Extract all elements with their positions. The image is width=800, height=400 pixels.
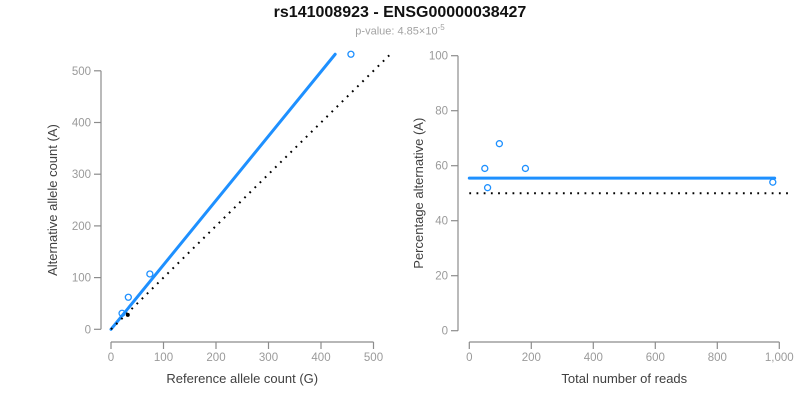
y-tick-label: 0 (442, 326, 448, 338)
pvalue-text: p-value: 4.85×10 (355, 25, 438, 38)
data-point (146, 270, 154, 278)
data-point (521, 164, 530, 173)
fit-line (109, 52, 337, 331)
x-tick-label: 0 (108, 352, 114, 364)
figure-title: rs141008923 - ENSG00000038427 (273, 4, 527, 21)
x-tick-label: 500 (364, 352, 383, 364)
data-point (495, 140, 504, 148)
data-point (124, 293, 132, 301)
y-tick-label: 40 (435, 216, 448, 228)
data-point (483, 184, 492, 192)
x-tick-label: 100 (154, 352, 173, 364)
x-tick-label: 400 (311, 352, 330, 364)
x-tick-label: 0 (466, 352, 472, 364)
y-axis-title: Percentage alternative (A) (411, 118, 426, 269)
x-tick-label: 300 (259, 352, 278, 364)
x-axis-title: Reference allele count (G) (166, 371, 318, 386)
x-axis-title: Total number of reads (561, 371, 687, 386)
data-point (769, 178, 777, 186)
y-tick-label: 0 (85, 324, 91, 336)
figure-subtitle: p-value: 4.85×10-5 (0, 23, 800, 38)
data-point (481, 164, 489, 173)
x-tick-label: 1,000 (765, 352, 794, 364)
y-tick-label: 60 (435, 161, 448, 173)
y-tick-label: 20 (435, 271, 448, 283)
data-point (118, 309, 126, 317)
y-tick-label: 200 (72, 221, 91, 233)
x-tick-label: 600 (646, 352, 665, 364)
y-tick-label: 100 (72, 273, 91, 285)
y-tick-label: 500 (72, 66, 91, 78)
x-tick-label: 200 (206, 352, 225, 364)
y-tick-label: 100 (429, 51, 448, 63)
y-axis-title: Alternative allele count (A) (45, 124, 60, 276)
data-point (347, 50, 355, 58)
x-tick-label: 200 (522, 352, 541, 364)
identity-line (110, 54, 390, 331)
y-tick-label: 80 (435, 106, 448, 118)
x-tick-label: 800 (708, 352, 727, 364)
data-point-filled (125, 312, 130, 317)
y-tick-label: 300 (72, 169, 91, 181)
y-tick-label: 400 (72, 118, 91, 130)
pvalue-exponent: -5 (437, 23, 445, 32)
x-tick-label: 400 (584, 352, 603, 364)
